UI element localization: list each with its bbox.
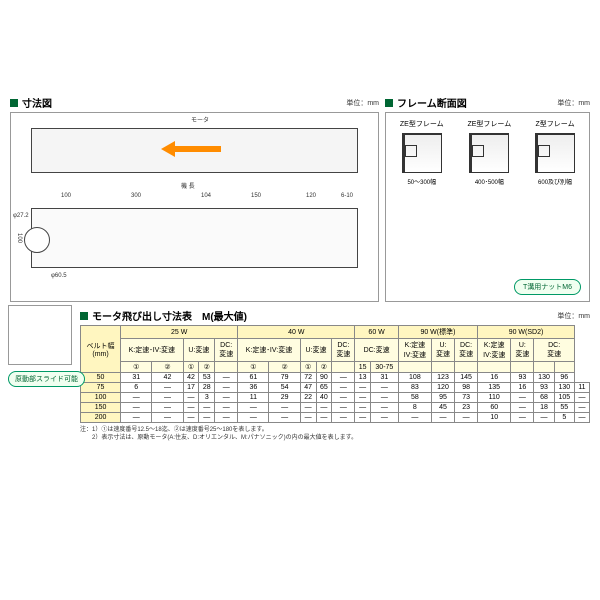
conveyor-plan bbox=[31, 208, 358, 268]
side-panel: 原動部スライド可能 bbox=[8, 305, 85, 387]
frame-item: ZE型フレーム400･500幅 bbox=[467, 119, 511, 186]
table-title: モータ飛び出し寸法表 M(最大値) bbox=[92, 308, 247, 323]
slide-label: 原動部スライド可能 bbox=[8, 371, 85, 387]
unit: 単位：mm bbox=[557, 311, 590, 321]
frame-section-drawing: ZE型フレーム50～300幅 ZE型フレーム400･500幅 Z型フレーム600及び… bbox=[385, 112, 590, 302]
dim-title: 寸法図 bbox=[22, 95, 52, 110]
dimension-drawing: モータ 機 長 100 300 104 150 120 6-10 φ27.2 φ… bbox=[10, 112, 379, 302]
bullet bbox=[10, 99, 18, 107]
frame-item: Z型フレーム600及び別幅 bbox=[535, 119, 575, 186]
frame-item: ZE型フレーム50～300幅 bbox=[400, 119, 444, 186]
frame-title: フレーム断面図 bbox=[397, 95, 467, 110]
motor-table: ベルト幅(mm)25 W40 W60 W90 W(標準)90 W(SD2)K:定… bbox=[80, 325, 590, 423]
bullet bbox=[385, 99, 393, 107]
unit: 単位：mm bbox=[557, 98, 590, 108]
nut-label: T溝用ナットM6 bbox=[514, 279, 581, 295]
direction-arrow bbox=[161, 141, 221, 155]
unit: 単位：mm bbox=[346, 98, 379, 108]
side-drawing bbox=[8, 305, 72, 365]
